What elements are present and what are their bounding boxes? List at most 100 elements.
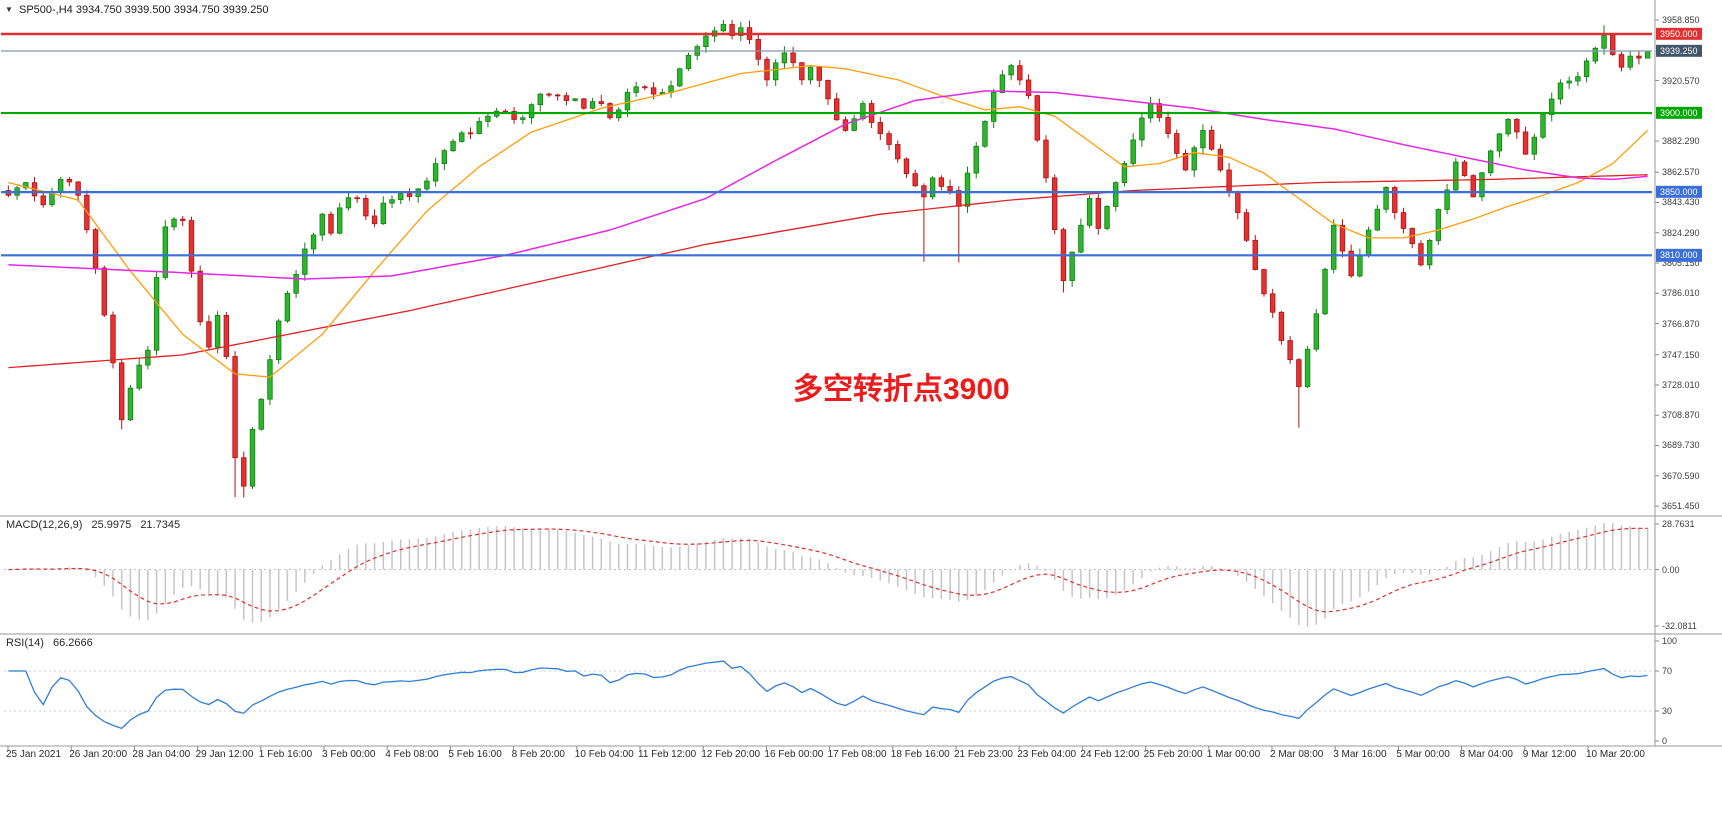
candle — [1086, 198, 1093, 226]
candle — [886, 133, 892, 145]
candle — [1505, 118, 1511, 135]
candle — [75, 181, 81, 196]
candle — [720, 24, 727, 32]
candle — [1008, 65, 1014, 76]
candle — [1461, 161, 1468, 176]
chart-header: ▼ SP500-,H4 3934.750 3939.500 3934.750 3… — [5, 4, 269, 16]
price-tick-label: 3824.290 — [1662, 227, 1700, 238]
candle — [197, 270, 203, 323]
candle — [337, 207, 343, 234]
candle — [1357, 254, 1363, 277]
candle — [1139, 117, 1145, 141]
candle — [790, 52, 796, 64]
candle — [1418, 243, 1424, 266]
candle — [755, 39, 761, 60]
candle — [345, 197, 352, 209]
time-axis-ticks — [7, 746, 1589, 750]
candle — [1566, 80, 1572, 84]
candle — [406, 193, 413, 197]
time-axis-label: 10 Feb 04:00 — [574, 749, 634, 760]
candle — [563, 95, 570, 101]
price-tick-label: 3728.010 — [1662, 379, 1700, 390]
symbol-marker-icon: ▼ — [5, 5, 13, 14]
price-tick-label: 3958.850 — [1662, 15, 1700, 25]
candle — [1470, 175, 1476, 198]
candle — [1069, 251, 1075, 282]
time-axis-label: 3 Mar 16:00 — [1333, 749, 1387, 760]
time-axis-label: 25 Feb 20:00 — [1143, 749, 1203, 760]
time-axis-label: 21 Feb 23:00 — [954, 749, 1013, 760]
macd-tick-label: 28.7631 — [1662, 519, 1695, 529]
candle — [642, 86, 648, 89]
candle — [1496, 133, 1503, 152]
candle — [1226, 169, 1232, 193]
candle — [110, 314, 116, 364]
candle — [1479, 172, 1485, 198]
macd-panel-header: MACD(12,26,9) 25.9975 21.7345 — [6, 519, 186, 531]
macd-signal-line — [8, 527, 1648, 613]
price-tick-label: 3689.730 — [1662, 440, 1700, 451]
price-tick-label: 3708.870 — [1662, 410, 1700, 421]
candle — [1583, 60, 1590, 78]
candle — [799, 62, 805, 81]
candle — [1121, 163, 1128, 184]
candle — [1078, 224, 1084, 253]
candle — [982, 121, 988, 147]
candle — [40, 195, 46, 206]
candle — [459, 132, 465, 142]
candle — [432, 163, 439, 182]
candle — [624, 92, 631, 111]
price-tick-label: 3862.570 — [1662, 167, 1700, 178]
candle — [1601, 35, 1607, 49]
symbol-timeframe-label: SP500-,H4 — [18, 4, 73, 16]
candle — [1322, 268, 1328, 315]
rsi-panel-header: RSI(14) 66.2666 — [6, 637, 99, 649]
candle — [947, 186, 953, 191]
candle — [554, 94, 561, 97]
time-axis-label: 23 Feb 04:00 — [1017, 749, 1077, 760]
candle — [424, 180, 430, 190]
macd-tick-label: -32.0811 — [1662, 621, 1697, 631]
price-level-badge-3850.000: 3850.000 — [1656, 185, 1702, 199]
candle — [1348, 250, 1354, 277]
candle — [1156, 103, 1163, 118]
candle — [214, 315, 221, 348]
candle — [328, 213, 334, 234]
price-level-badge-3900.000: 3900.000 — [1656, 106, 1702, 120]
candle — [249, 428, 256, 487]
time-axis-label: 8 Feb 20:00 — [511, 749, 565, 760]
candle — [450, 141, 456, 152]
price-tick-label: 3670.590 — [1662, 470, 1700, 481]
candle — [57, 179, 64, 193]
candle — [1278, 311, 1285, 341]
price-tick-label: 3882.290 — [1662, 136, 1700, 147]
candle — [1531, 136, 1537, 155]
candle — [572, 98, 578, 101]
candle — [1017, 65, 1023, 81]
candle — [729, 24, 735, 36]
chart-annotation-text[interactable]: 多空转折点3900 — [793, 373, 1010, 406]
candle — [1025, 79, 1032, 97]
candle — [1557, 82, 1564, 100]
candle — [764, 58, 770, 81]
candle — [1627, 55, 1633, 68]
candle — [781, 52, 788, 64]
candle — [912, 173, 918, 187]
time-axis-label: 3 Feb 00:00 — [322, 749, 376, 760]
rsi-tick-label: 100 — [1662, 636, 1678, 646]
candle — [232, 356, 238, 459]
candle — [528, 104, 535, 119]
candle — [1200, 130, 1206, 149]
rsi-line — [8, 660, 1648, 730]
candle — [302, 248, 308, 275]
candle — [633, 86, 639, 93]
candle — [1165, 117, 1171, 134]
price-tick-label: 3805.150 — [1662, 258, 1700, 268]
candle — [1540, 114, 1546, 138]
time-axis-label: 8 Mar 04:00 — [1459, 749, 1513, 760]
candle — [589, 101, 596, 109]
candle — [1426, 240, 1433, 266]
candle — [1243, 212, 1250, 241]
